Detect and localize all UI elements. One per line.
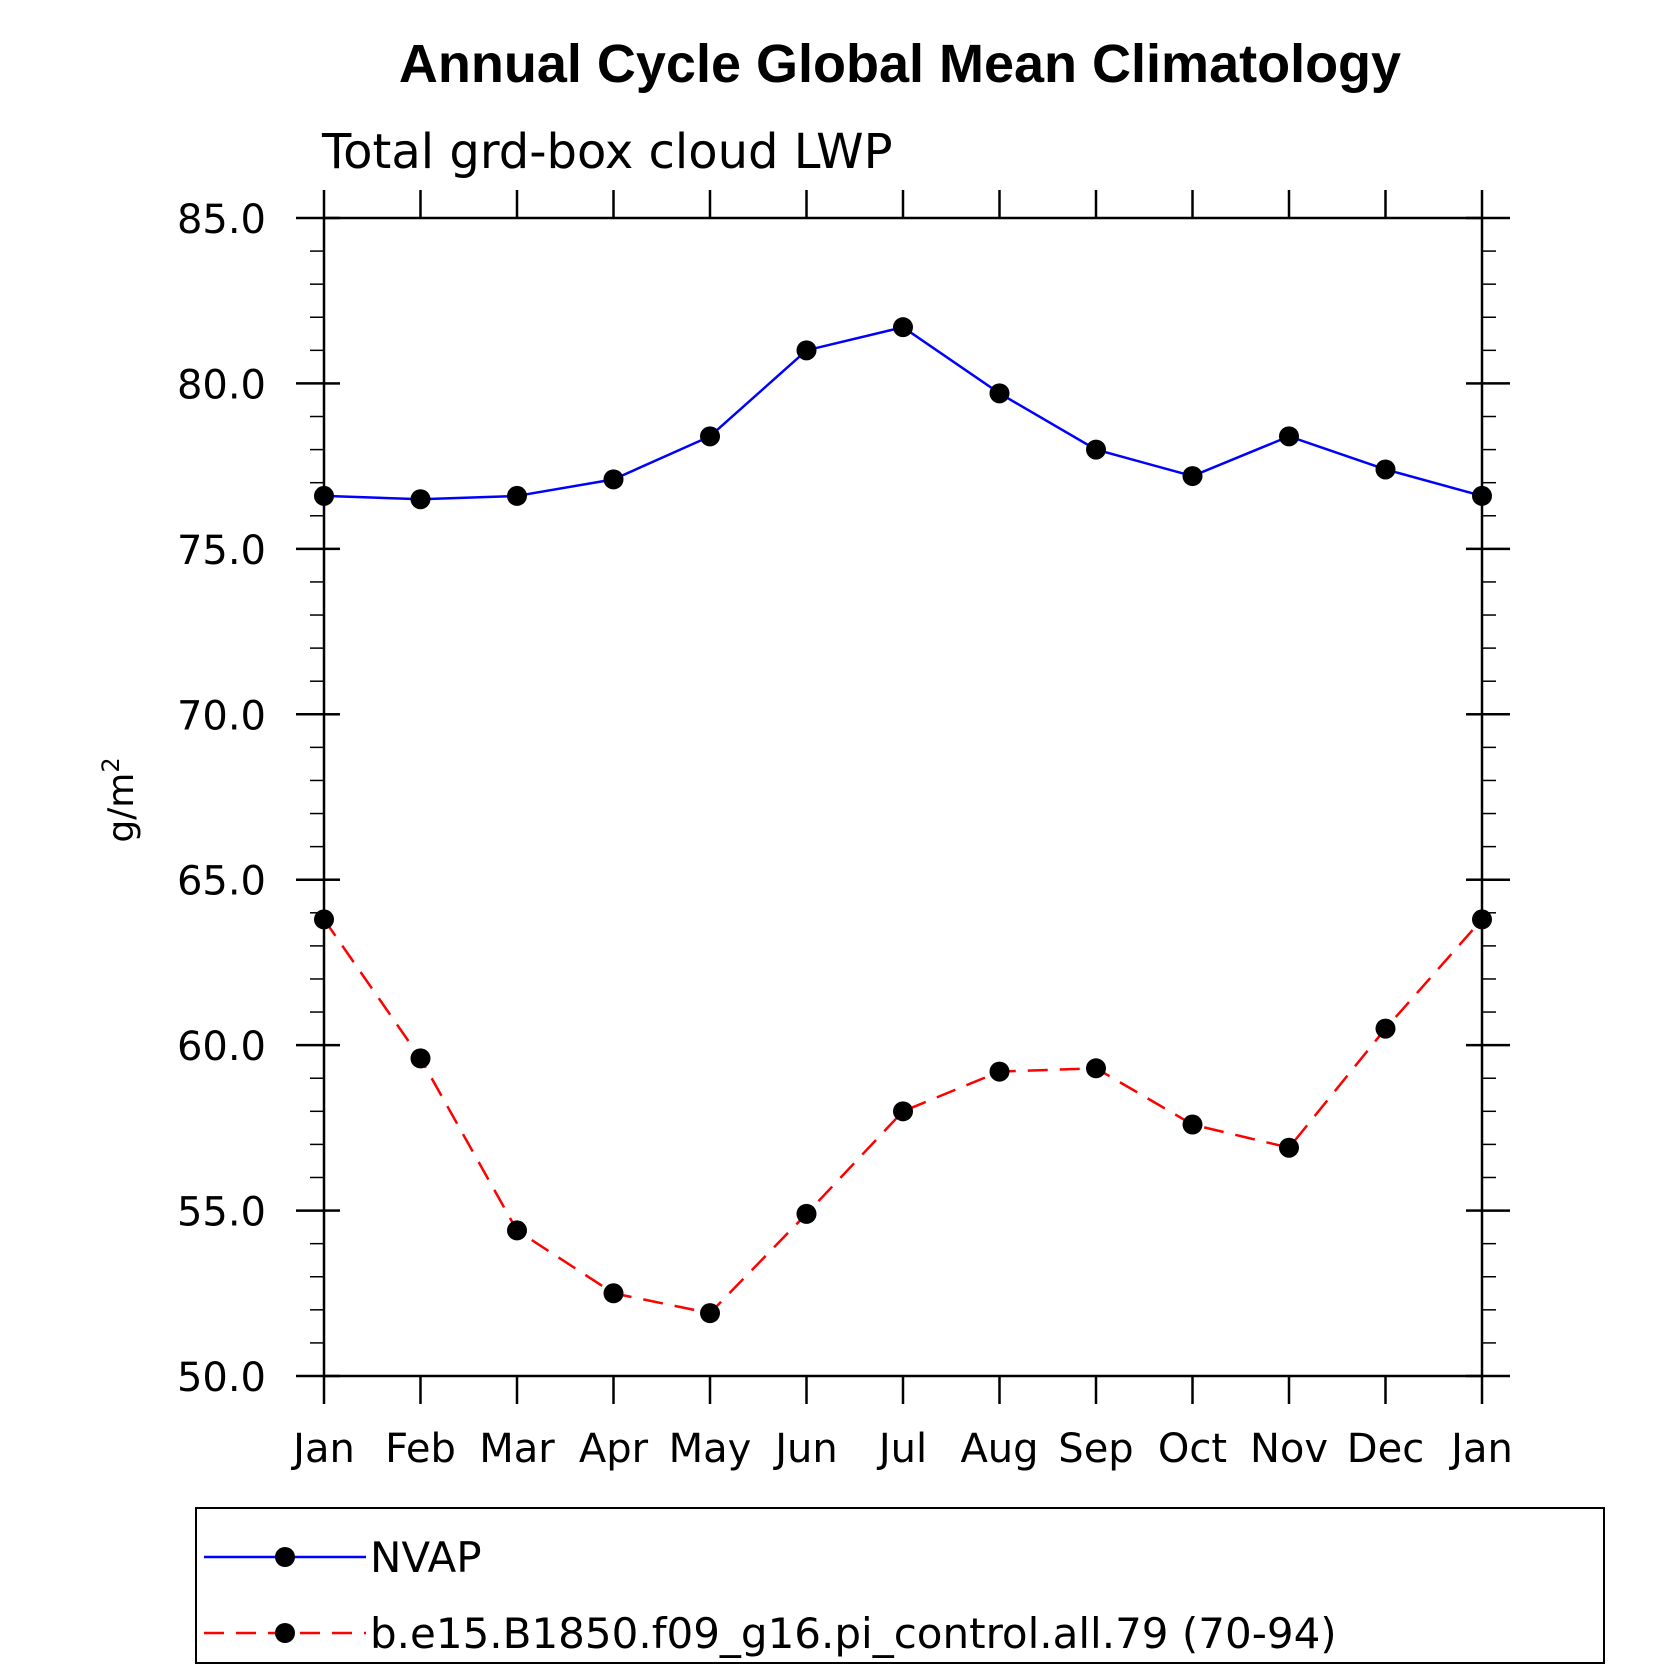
series-line-0 xyxy=(323,325,1483,501)
series-0-point xyxy=(603,469,624,490)
y-axis-label-exponent: 2 xyxy=(97,757,125,772)
y-tick-label: 70.0 xyxy=(177,693,266,739)
legend: NVAP b.e15.B1850.f09_g16.pi_control.all.7… xyxy=(195,1507,1605,1664)
x-tick-label: Mar xyxy=(479,1426,555,1472)
y-tick-label: 60.0 xyxy=(177,1024,266,1070)
plot-frame xyxy=(322,216,1484,1378)
legend-marker-1 xyxy=(275,1623,295,1643)
legend-label-0: NVAP xyxy=(370,1533,482,1582)
y-axis-label-unit: g/m xyxy=(101,773,142,843)
series-1-point xyxy=(603,1283,624,1304)
y-tick-label: 65.0 xyxy=(177,859,266,905)
y-tick-label: 75.0 xyxy=(177,528,266,574)
series-0-point xyxy=(1472,485,1492,506)
series-1-point xyxy=(410,1048,431,1069)
x-tick-label: Oct xyxy=(1158,1426,1227,1472)
y-tick-label: 85.0 xyxy=(177,197,266,243)
series-0-point xyxy=(1182,466,1203,487)
series-1-point xyxy=(1086,1058,1106,1079)
series-0-point xyxy=(314,485,334,506)
series-1-point xyxy=(893,1101,913,1122)
x-tick-label: Dec xyxy=(1347,1426,1424,1472)
x-tick-label: Jul xyxy=(876,1426,927,1472)
x-tick-label: Feb xyxy=(385,1426,456,1472)
legend-marker-0 xyxy=(275,1547,295,1567)
series-1-point xyxy=(1279,1137,1299,1158)
series-layer xyxy=(314,317,1492,1324)
chart-title: Annual Cycle Global Mean Climatology xyxy=(399,34,1401,94)
y-tick-label: 80.0 xyxy=(177,362,266,408)
series-1-point xyxy=(314,909,334,930)
axes: Jan Feb Mar Apr May Jun Jul Aug Sep Oct Nov Dec Jan 5… xyxy=(177,190,1513,1472)
x-tick-label: May xyxy=(669,1426,752,1472)
x-tick-label: Sep xyxy=(1058,1426,1133,1472)
x-tick-label: Apr xyxy=(579,1426,649,1472)
x-tick-label: Jan xyxy=(1448,1426,1513,1472)
x-tick-label: Jun xyxy=(772,1426,838,1472)
series-1-point xyxy=(796,1203,817,1224)
legend-box xyxy=(195,1507,1605,1664)
series-0-point xyxy=(796,340,817,361)
x-tick-label: Jan xyxy=(290,1426,355,1472)
y-axis-label: g/m2 xyxy=(97,757,142,842)
series-0-point xyxy=(700,426,720,447)
series-1-point xyxy=(1375,1018,1396,1039)
series-0-point xyxy=(507,485,527,506)
series-1-point xyxy=(507,1220,527,1241)
y-tick-label: 50.0 xyxy=(177,1355,266,1401)
series-0-point xyxy=(1279,426,1299,447)
x-tick-label: Aug xyxy=(960,1426,1038,1472)
chart-subtitle: Total grd-box cloud LWP xyxy=(321,124,893,180)
series-0-point xyxy=(410,489,431,510)
y-tick-label: 55.0 xyxy=(177,1190,266,1236)
legend-label-1: b.e15.B1850.f09_g16.pi_control.all.79 (7… xyxy=(370,1609,1337,1658)
x-tick-label: Nov xyxy=(1250,1426,1328,1472)
series-1-point xyxy=(989,1061,1010,1082)
series-0-point xyxy=(1375,459,1396,480)
series-0-point xyxy=(893,317,913,338)
series-0-point xyxy=(1086,439,1106,460)
series-1-point xyxy=(1472,909,1492,930)
series-1-point xyxy=(700,1303,720,1324)
series-0-point xyxy=(989,383,1010,404)
legend-entries: NVAP b.e15.B1850.f09_g16.pi_control.all.7… xyxy=(204,1533,1337,1658)
series-1-point xyxy=(1182,1114,1203,1135)
